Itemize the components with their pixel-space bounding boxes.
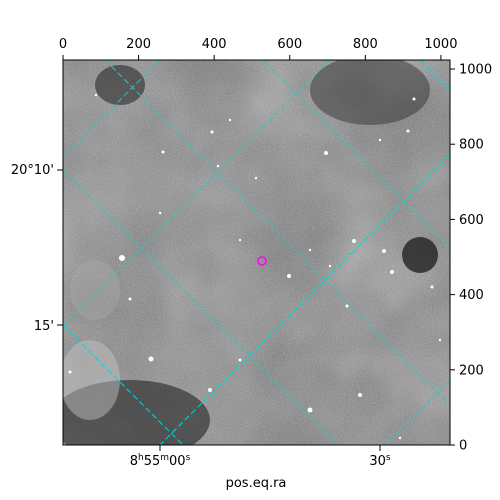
ra-tick-label: 8h55m00s (130, 453, 191, 469)
top-tick-label: 1000 (424, 37, 457, 52)
left-axis: 20°10' 15' (11, 163, 63, 334)
ra-tick-label: 30s (369, 453, 391, 469)
stars (68, 93, 442, 440)
right-tick-label: 400 (459, 288, 484, 303)
image-frame (62, 59, 451, 446)
bottom-axis: 8h55m00s 30s pos.eq.ra (130, 445, 391, 491)
right-tick-label: 800 (459, 138, 484, 153)
top-tick-label: 400 (202, 37, 227, 52)
right-axis: 0 200 400 600 800 1000 (450, 63, 492, 454)
top-axis: 0 200 400 600 800 1000 (59, 37, 457, 60)
right-tick-label: 0 (459, 439, 467, 454)
dec-tick-label: 20°10' (11, 163, 54, 178)
top-tick-label: 600 (277, 37, 302, 52)
right-tick-label: 600 (459, 213, 484, 228)
top-tick-label: 200 (126, 37, 151, 52)
right-tick-label: 1000 (459, 63, 492, 78)
top-tick-label: 800 (353, 37, 378, 52)
coordinate-grid (63, 60, 450, 445)
right-tick-label: 200 (459, 363, 484, 378)
target-marker (257, 256, 267, 266)
sky-image (63, 60, 450, 445)
x-axis-label: pos.eq.ra (226, 476, 287, 491)
dec-tick-label: 15' (34, 319, 54, 334)
top-tick-label: 0 (59, 37, 67, 52)
